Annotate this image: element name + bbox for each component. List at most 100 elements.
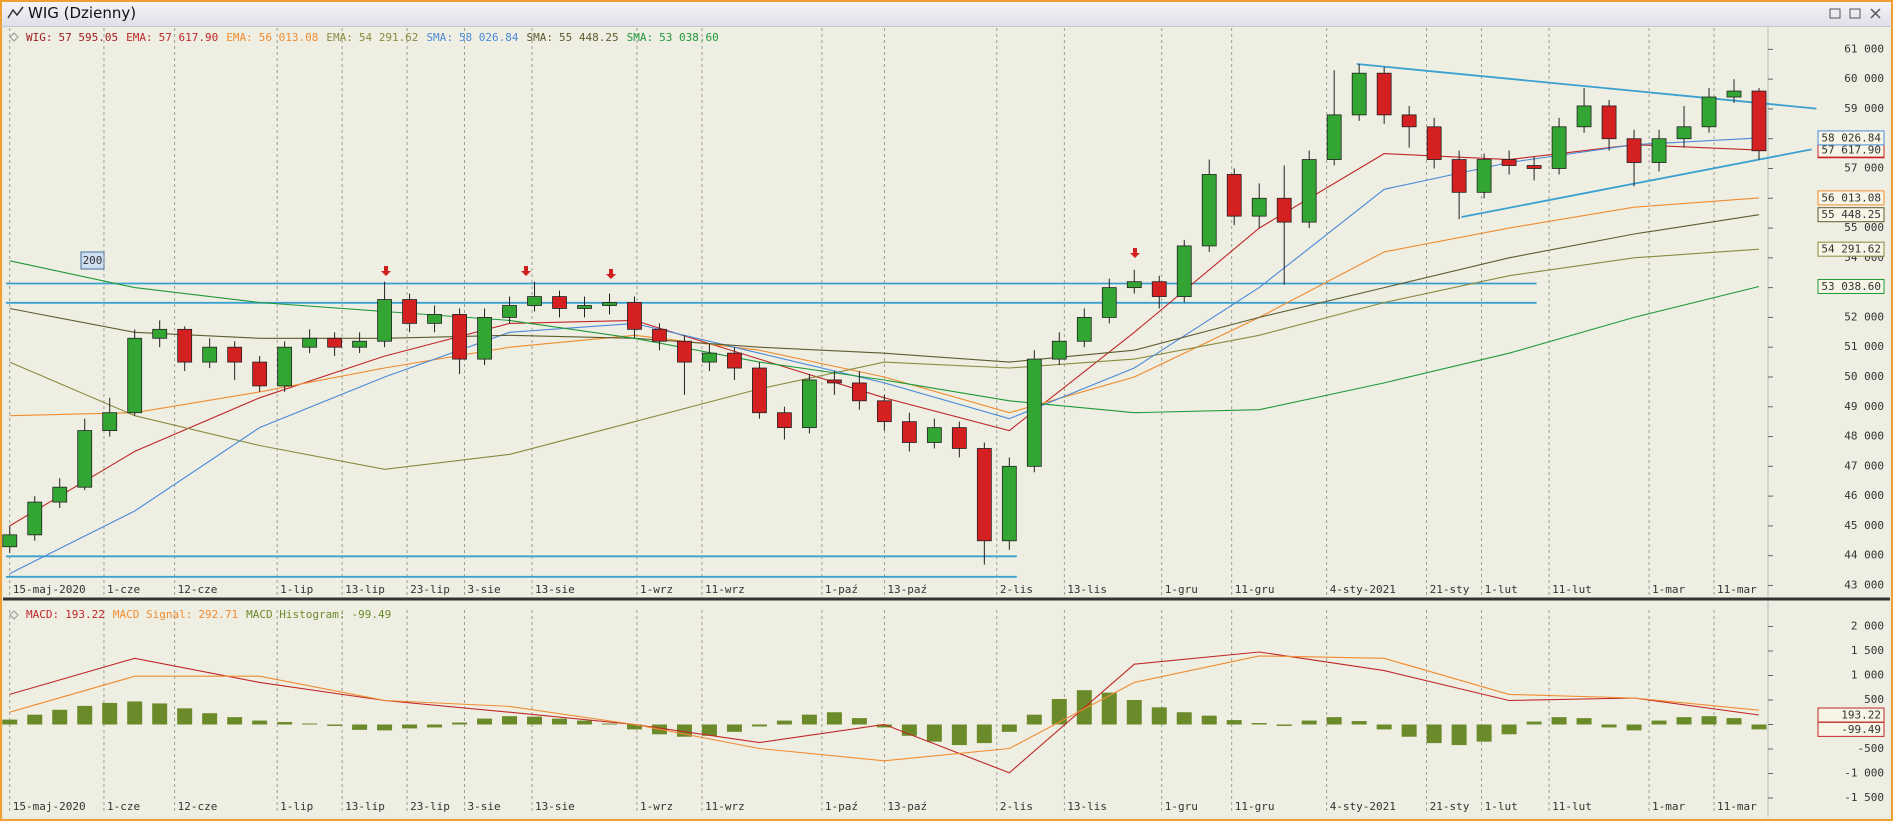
- annotation: 200: [83, 254, 103, 267]
- candle-body: [752, 367, 767, 414]
- candle-body: [777, 412, 792, 429]
- legend-name: SMA: [426, 31, 453, 44]
- x-tick-label: 12-cze: [178, 800, 218, 813]
- legend-value: 58 026.84: [458, 31, 519, 44]
- candle-body: [152, 328, 168, 339]
- x-tick-label: 13-sie: [535, 800, 575, 813]
- histogram-bar: [1376, 724, 1392, 730]
- histogram-bar: [1751, 724, 1767, 730]
- histogram-bar: [1176, 712, 1192, 725]
- legend-name: MACD Histogram: [246, 608, 345, 621]
- x-tick-label: 23-lip: [410, 800, 450, 813]
- legend-name: EMA: [226, 31, 253, 44]
- candle-body: [1301, 159, 1317, 223]
- trend-line: [1461, 148, 1812, 218]
- histogram-bar: [552, 718, 568, 725]
- candle-body: [102, 412, 118, 431]
- x-tick-label: 11-lut: [1552, 583, 1592, 596]
- histogram-bar: [826, 712, 842, 725]
- candle-body: [851, 382, 867, 402]
- x-tick-label: 11-wrz: [705, 800, 745, 813]
- y-tick-label: 52 000: [1844, 310, 1884, 323]
- y-tick-label: -1 500: [1844, 791, 1884, 804]
- y-tick-label: 55 000: [1844, 221, 1884, 234]
- candle-body: [627, 302, 642, 330]
- x-tick-label: 12-cze: [178, 583, 218, 596]
- value-box: [1817, 721, 1885, 737]
- histogram-bar: [951, 724, 967, 746]
- histogram-bar: [1326, 717, 1342, 725]
- candle-body: [652, 328, 667, 342]
- y-tick-label: -500: [1858, 742, 1885, 755]
- title-bar: WIG (Dzienny): [0, 0, 1893, 27]
- histogram-bar: [302, 723, 318, 725]
- legend-value: 292.71: [198, 608, 239, 621]
- histogram-bar: [976, 724, 992, 744]
- candle-body: [1676, 126, 1692, 140]
- window-controls[interactable]: [1828, 4, 1888, 24]
- macd-line: [9, 655, 1760, 762]
- panel-icon[interactable]: [9, 32, 19, 42]
- arrow: [521, 266, 531, 276]
- ma-line: [9, 197, 1760, 417]
- candle-body: [1001, 465, 1017, 542]
- histogram-bar: [177, 708, 193, 725]
- candle-body: [926, 427, 942, 443]
- candle-body: [1026, 358, 1042, 467]
- y-tick-label: 49 000: [1844, 400, 1884, 413]
- histogram-bar: [726, 724, 742, 732]
- x-tick-label: 1-paź: [825, 583, 858, 596]
- candle-body: [1401, 114, 1417, 128]
- x-tick-label: 4-sty-2021: [1330, 800, 1396, 813]
- legend: WIG 57 595.05 EMA 57 617.90 EMA 56 013.08 EMA 5…: [26, 31, 727, 44]
- x-tick-label: 13-lis: [1067, 583, 1107, 596]
- arrow: [1130, 248, 1140, 258]
- candle-body: [1151, 281, 1167, 297]
- histogram-bar: [1426, 724, 1442, 744]
- y-tick-label: 1 000: [1851, 668, 1884, 681]
- y-tick-label: 46 000: [1844, 489, 1884, 502]
- close[interactable]: [1870, 8, 1881, 19]
- x-tick-label: 1-cze: [107, 583, 140, 596]
- panel-icon[interactable]: [9, 610, 19, 620]
- candle-body: [527, 296, 542, 306]
- candle-body: [1126, 281, 1142, 289]
- ma-line: [9, 248, 1760, 470]
- minimize[interactable]: [1829, 8, 1841, 19]
- maximize[interactable]: [1849, 8, 1861, 19]
- histogram-bar: [1001, 724, 1017, 732]
- candle-body: [1451, 159, 1467, 193]
- candle-body: [277, 346, 293, 387]
- value-box: [1817, 241, 1885, 257]
- value-box-label: -99.49: [1841, 723, 1881, 736]
- candle-body: [1176, 245, 1192, 297]
- candle-body: [1476, 159, 1492, 193]
- candle-body: [577, 305, 592, 309]
- x-tick-label: 1-lip: [280, 583, 313, 596]
- histogram-bar: [227, 717, 243, 725]
- candle-body: [502, 305, 517, 318]
- x-tick-label: 15-maj-2020: [13, 583, 86, 596]
- legend-name: SMA: [527, 31, 554, 44]
- x-tick-label: 1-lut: [1485, 800, 1518, 813]
- histogram-bar: [1026, 714, 1042, 725]
- histogram-bar: [502, 716, 518, 725]
- candle-body: [976, 448, 992, 542]
- histogram-bar: [851, 718, 867, 725]
- histogram-bar: [1626, 724, 1642, 731]
- x-tick-label: 2-lis: [1000, 800, 1033, 813]
- histogram-bar: [926, 724, 942, 742]
- histogram-bar: [327, 724, 343, 726]
- histogram-bar: [202, 713, 218, 725]
- histogram-bar: [1151, 707, 1167, 725]
- histogram-bar: [1726, 718, 1742, 725]
- candle-body: [1251, 197, 1267, 217]
- legend-value: 53 038.60: [659, 31, 719, 44]
- candle-body: [1101, 287, 1117, 318]
- candle-body: [202, 346, 218, 363]
- x-tick-label: 4-sty-2021: [1330, 583, 1396, 596]
- histogram-bar: [1126, 699, 1142, 725]
- histogram-bar: [127, 701, 143, 725]
- y-tick-label: 2 000: [1851, 620, 1884, 633]
- x-tick-label: 15-maj-2020: [13, 800, 86, 813]
